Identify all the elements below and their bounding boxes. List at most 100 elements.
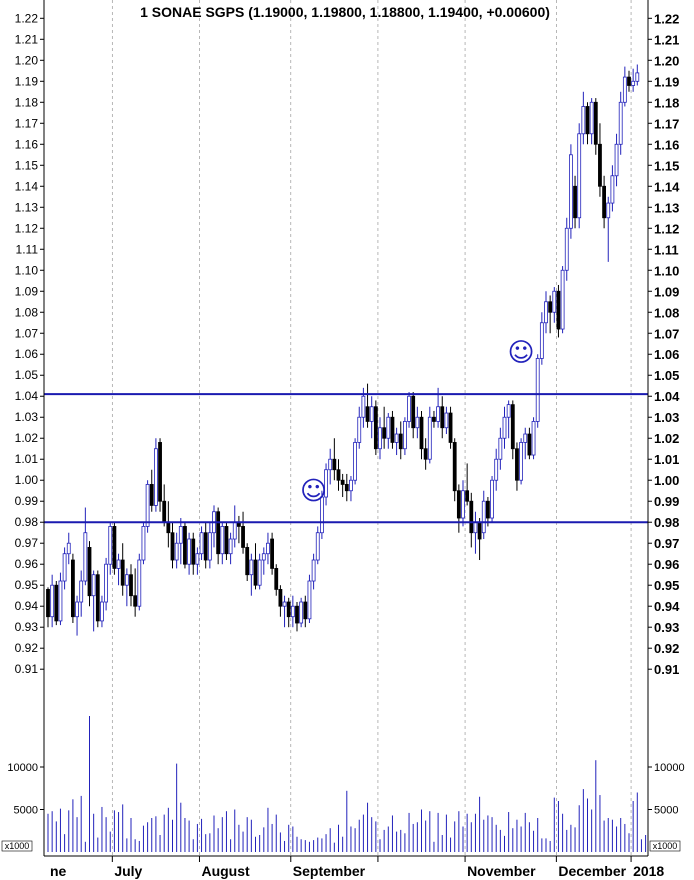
y-tick-label-left: 1.07 (15, 326, 39, 340)
candle-body (340, 479, 345, 485)
y-tick-label-left: 0.99 (15, 494, 39, 508)
y-tick-label-left: 1.14 (15, 179, 39, 193)
candle-body (407, 395, 411, 422)
candle-body (228, 538, 233, 555)
y-tick-label-right: 1.01 (654, 452, 679, 467)
candle-body (390, 416, 395, 443)
month-label: ne (50, 863, 67, 879)
y-tick-label-right: 1.09 (654, 284, 679, 299)
candle-body (506, 404, 511, 418)
candle-body (83, 532, 88, 582)
y-tick-label-left: 0.94 (15, 599, 39, 613)
candle-body (199, 532, 204, 555)
candle-body (357, 416, 362, 443)
candle-body (361, 395, 366, 418)
candle-body (286, 601, 291, 618)
month-label: 2018 (633, 863, 664, 879)
month-label: November (467, 863, 536, 879)
y-tick-label-right: 0.94 (654, 599, 680, 614)
candle-body (369, 406, 374, 422)
candle-body (87, 547, 92, 597)
candle-body (564, 227, 569, 271)
candle-body (158, 442, 162, 502)
candle-body (498, 437, 503, 460)
candle-body (461, 490, 465, 519)
candle-body (141, 526, 146, 561)
candle-body (344, 484, 349, 492)
candle-body (315, 532, 320, 561)
candle-body (614, 143, 619, 177)
candle-body (311, 559, 316, 582)
y-tick-label-right: 1.03 (654, 410, 679, 425)
candle-body (593, 101, 598, 145)
candle-body (178, 526, 183, 544)
y-tick-label-left: 1.09 (15, 284, 39, 298)
candle-body (535, 358, 540, 422)
candle-body (278, 589, 283, 607)
candle-body (75, 601, 79, 618)
candle-body (191, 538, 196, 565)
candle-body (581, 106, 586, 135)
candle-body (50, 584, 55, 618)
candle-body (245, 547, 250, 576)
y-tick-label-left: 1.04 (15, 389, 39, 403)
y-tick-label-left: 1.13 (15, 200, 39, 214)
y-tick-label-left: 1.22 (15, 11, 39, 25)
candle-body (598, 143, 602, 187)
y-tick-label-left: 1.03 (15, 410, 39, 424)
y-tick-label-left: 1.20 (15, 53, 39, 67)
volume-unit-label: x1000 (653, 841, 678, 851)
candle-body (137, 559, 142, 607)
candle-body (112, 526, 117, 569)
candle-body (241, 526, 245, 548)
candle-body (79, 580, 84, 603)
candle-body (539, 322, 544, 359)
candle-body (502, 416, 507, 439)
y-tick-label-left: 1.12 (15, 221, 39, 235)
volume-bars (47, 716, 647, 852)
candle-body (166, 521, 171, 534)
candle-body (290, 605, 295, 618)
y-tick-label-right: 0.91 (654, 662, 679, 677)
y-tick-label-right: 1.21 (654, 32, 679, 47)
candle-body (328, 458, 333, 471)
candle-body (477, 521, 482, 540)
y-tick-label-left: 0.95 (15, 578, 39, 592)
candle-body (353, 442, 358, 481)
candle-body (573, 185, 577, 219)
candle-body (378, 427, 382, 450)
y-tick-label-left: 1.06 (15, 347, 39, 361)
candle-body (133, 595, 138, 607)
candle-body (62, 553, 67, 582)
volume-unit-box (1, 840, 33, 852)
y-tick-label-right: 1.12 (654, 221, 679, 236)
y-tick-label-left: 0.93 (15, 620, 39, 634)
candle-body (402, 421, 407, 450)
candle-body (465, 490, 470, 502)
candle-body (394, 433, 399, 443)
y-tick-label-right: 1.08 (654, 305, 679, 320)
candle-body (54, 584, 59, 622)
chart-title: 1 SONAE SGPS (1.19000, 1.19800, 1.18800,… (140, 4, 550, 20)
y-tick-label-right: 0.99 (654, 494, 679, 509)
y-tick-label-left: 0.92 (15, 641, 39, 655)
candle-body (282, 601, 287, 607)
candle-body (560, 269, 565, 330)
candle-body (336, 469, 341, 481)
y-tick-label-right: 1.20 (654, 53, 679, 68)
candle-body (249, 559, 254, 576)
y-tick-label-right: 1.04 (654, 389, 680, 404)
candle-body (224, 526, 229, 555)
y-tick-label-left: 1.02 (15, 431, 39, 445)
candle-body (170, 532, 175, 561)
y-tick-label-left: 1.11 (16, 242, 39, 256)
candle-body (116, 559, 121, 569)
y-tick-label-left: 1.18 (15, 95, 39, 109)
candle-body (585, 106, 590, 135)
y-tick-label-left: 0.91 (15, 662, 39, 676)
candle-body (373, 406, 378, 450)
volume-unit-box (649, 840, 681, 852)
candle-body (544, 301, 548, 324)
candle-body (295, 605, 299, 624)
